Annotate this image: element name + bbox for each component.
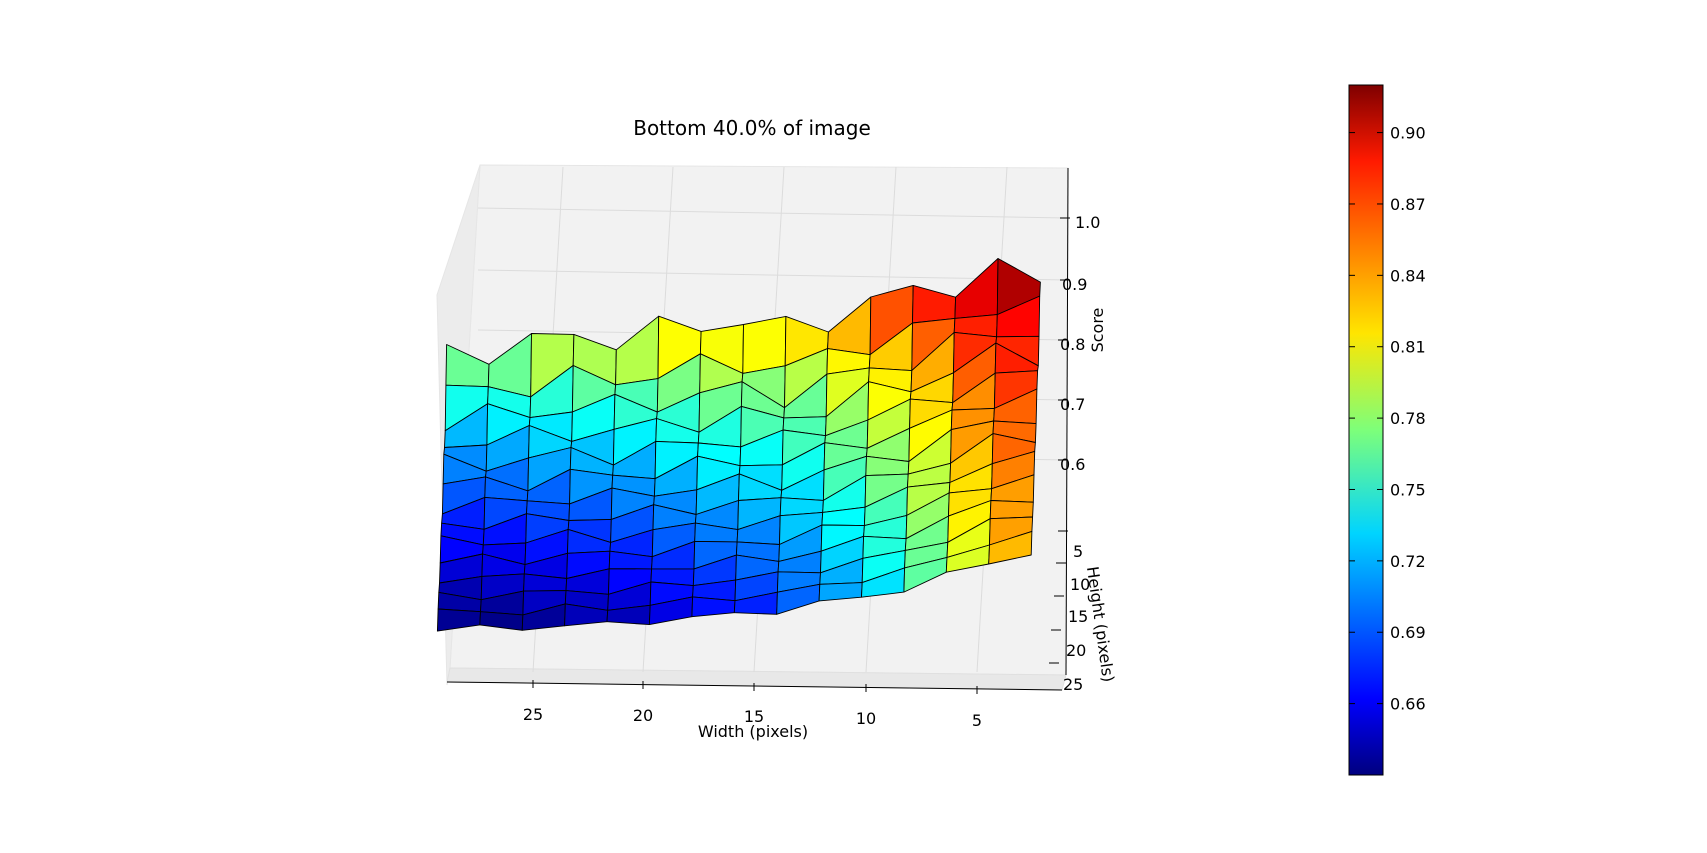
- colorbar-tick: 0.78: [1349, 409, 1426, 428]
- z-tick-label: 0.7: [1060, 395, 1085, 414]
- x-tick: 20: [633, 681, 653, 725]
- colorbar-tick: 0.66: [1349, 695, 1426, 714]
- colorbar-tick-label: 0.84: [1390, 266, 1426, 285]
- x-tick-label: 10: [856, 709, 876, 728]
- colorbar-tick: 0.72: [1349, 552, 1426, 571]
- y-axis-ticks: 5 10 15 20 25: [1049, 530, 1090, 694]
- colorbar-tick: 0.87: [1349, 195, 1426, 214]
- x-axis-ticks: 25 20 15 10 5: [523, 680, 982, 730]
- colorbar-tick-label: 0.78: [1390, 409, 1426, 428]
- y-tick: 5: [1058, 530, 1083, 561]
- z-tick-label: 0.8: [1060, 335, 1085, 354]
- z-axis-label: Score: [1088, 308, 1107, 353]
- colorbar-tick-label: 0.90: [1390, 124, 1426, 143]
- colorbar-tick: 0.69: [1349, 623, 1426, 642]
- z-tick-label: 0.9: [1062, 275, 1087, 294]
- y-tick-label: 5: [1073, 542, 1083, 561]
- x-tick: 15: [744, 683, 764, 726]
- z-tick-label: 0.6: [1060, 455, 1085, 474]
- z-tick: 0.8: [1058, 335, 1085, 354]
- z-axis-ticks: 0.6 0.7 0.8 0.9 1.0: [1058, 213, 1100, 474]
- gridline: [477, 207, 1067, 219]
- x-axis-label: Width (pixels): [698, 722, 808, 741]
- colorbar-tick-label: 0.69: [1390, 623, 1426, 642]
- colorbar-tick-label: 0.87: [1390, 195, 1426, 214]
- colorbar-tick: 0.75: [1349, 480, 1426, 499]
- z-tick: 0.6: [1058, 455, 1085, 474]
- x-tick-label: 5: [972, 711, 982, 730]
- z-axis-line: [1065, 167, 1069, 676]
- colorbar-tick-label: 0.66: [1390, 695, 1426, 714]
- y-tick: 15: [1054, 595, 1088, 626]
- colorbar-tick-label: 0.72: [1390, 552, 1426, 571]
- y-tick-label: 15: [1068, 607, 1088, 626]
- colorbar-tick: 0.81: [1349, 338, 1426, 357]
- y-tick: 25: [1049, 662, 1083, 694]
- surface-facet: [989, 500, 1034, 520]
- colorbar: 0.66 0.69 0.72 0.75 0.78 0.81 0.84 0.87 0.90: [1348, 84, 1426, 776]
- z-tick-label: 1.0: [1075, 213, 1100, 232]
- z-tick: 0.9: [1060, 275, 1087, 294]
- surface-facet: [742, 315, 787, 374]
- chart-title: Bottom 40.0% of image: [633, 116, 871, 140]
- y-tick-label: 20: [1066, 641, 1086, 660]
- z-tick: 0.7: [1058, 395, 1085, 414]
- y-tick: 20: [1051, 629, 1086, 660]
- y-tick-label: 25: [1063, 675, 1083, 694]
- colorbar-tick: 0.90: [1349, 124, 1426, 143]
- colorbar-gradient: [1348, 84, 1384, 776]
- surface-mesh: [436, 258, 1041, 632]
- colorbar-tick: 0.84: [1349, 266, 1426, 285]
- z-tick: 1.0: [1060, 213, 1100, 232]
- x-tick-label: 20: [633, 706, 653, 725]
- y-tick-label: 10: [1070, 575, 1090, 594]
- colorbar-tick-label: 0.81: [1390, 338, 1426, 357]
- colorbar-tick-label: 0.75: [1390, 480, 1426, 499]
- y-tick: 10: [1056, 562, 1090, 594]
- x-tick: 25: [523, 680, 543, 724]
- surface-facet: [988, 530, 1033, 565]
- x-tick-label: 15: [744, 707, 764, 726]
- x-tick: 5: [972, 686, 982, 730]
- colorbar-ticks: 0.66 0.69 0.72 0.75 0.78 0.81 0.84 0.87 0.90: [1349, 124, 1426, 714]
- gridline: [477, 269, 1067, 281]
- x-tick-label: 25: [523, 705, 543, 724]
- x-tick: 10: [856, 684, 876, 728]
